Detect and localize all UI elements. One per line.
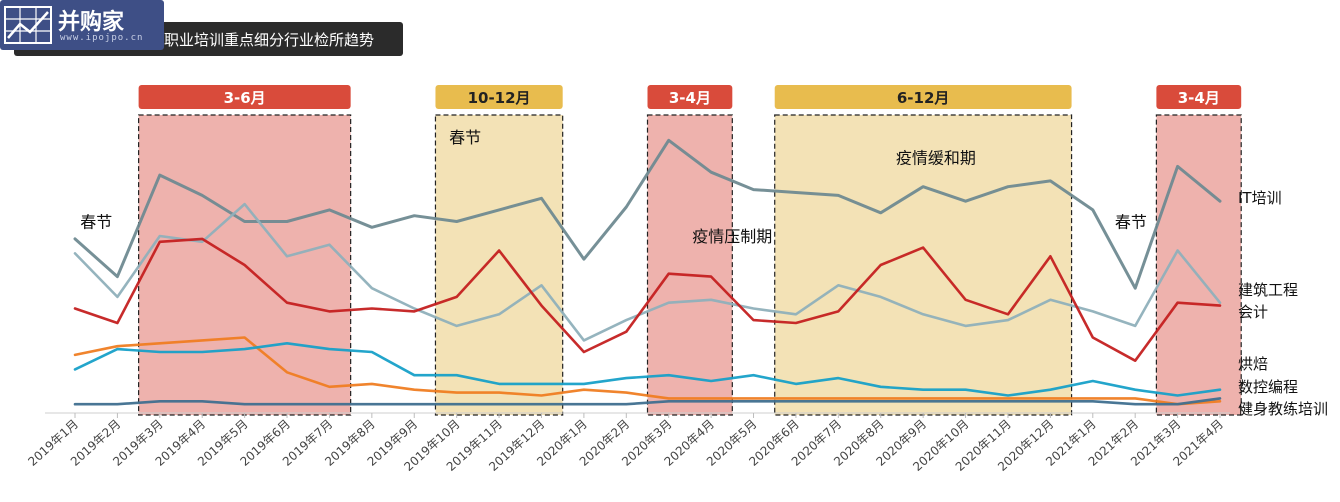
chart-title: 职业培训重点细分行业检所趋势 (164, 31, 375, 49)
period-box (774, 114, 1073, 416)
period-label: 3-4月 (1178, 89, 1220, 107)
series-lines (73, 138, 1222, 406)
period-header (647, 85, 733, 109)
logo-name: 并购家 (58, 10, 125, 35)
period-shading: 3-6月 10-12月 3-4月 6-12月 3-4月 (138, 85, 1242, 416)
series-line (73, 336, 1222, 406)
series-label: IT培训 (1238, 189, 1282, 207)
annotation: 疫情缓和期 (896, 149, 976, 168)
annotation: 疫情压制期 (692, 227, 772, 246)
chart-logo-icon (4, 6, 52, 44)
annotation: 春节 (1115, 212, 1147, 231)
period-box (434, 114, 564, 416)
series-line (73, 397, 1222, 406)
period-label: 3-4月 (669, 89, 711, 107)
period-label: 10-12月 (468, 89, 531, 107)
period-label: 6-12月 (897, 89, 950, 107)
series-line (73, 237, 1222, 363)
period-box (646, 114, 733, 416)
period-label: 3-6月 (224, 89, 266, 107)
series-label: 健身教练培训 (1238, 400, 1328, 418)
series-line (73, 202, 1222, 342)
x-axis: 2019年1月2019年2月2019年3月2019年4月2019年5月2019年… (25, 412, 1230, 474)
period-header (774, 85, 1072, 109)
series-label: 烘焙 (1238, 355, 1268, 373)
series-label: 会计 (1238, 303, 1268, 321)
series-label: 建筑工程 (1238, 281, 1298, 299)
period-header (435, 85, 563, 109)
series-label: 数控编程 (1238, 378, 1298, 396)
period-header (1156, 85, 1242, 109)
annotation: 春节 (80, 212, 112, 231)
series-line (73, 138, 1222, 290)
logo: 并购家 www.ipojpo.cn (0, 0, 164, 50)
logo-url: www.ipojpo.cn (60, 33, 144, 43)
annotation: 春节 (449, 128, 481, 147)
series-line (73, 341, 1222, 397)
period-header (138, 85, 351, 109)
